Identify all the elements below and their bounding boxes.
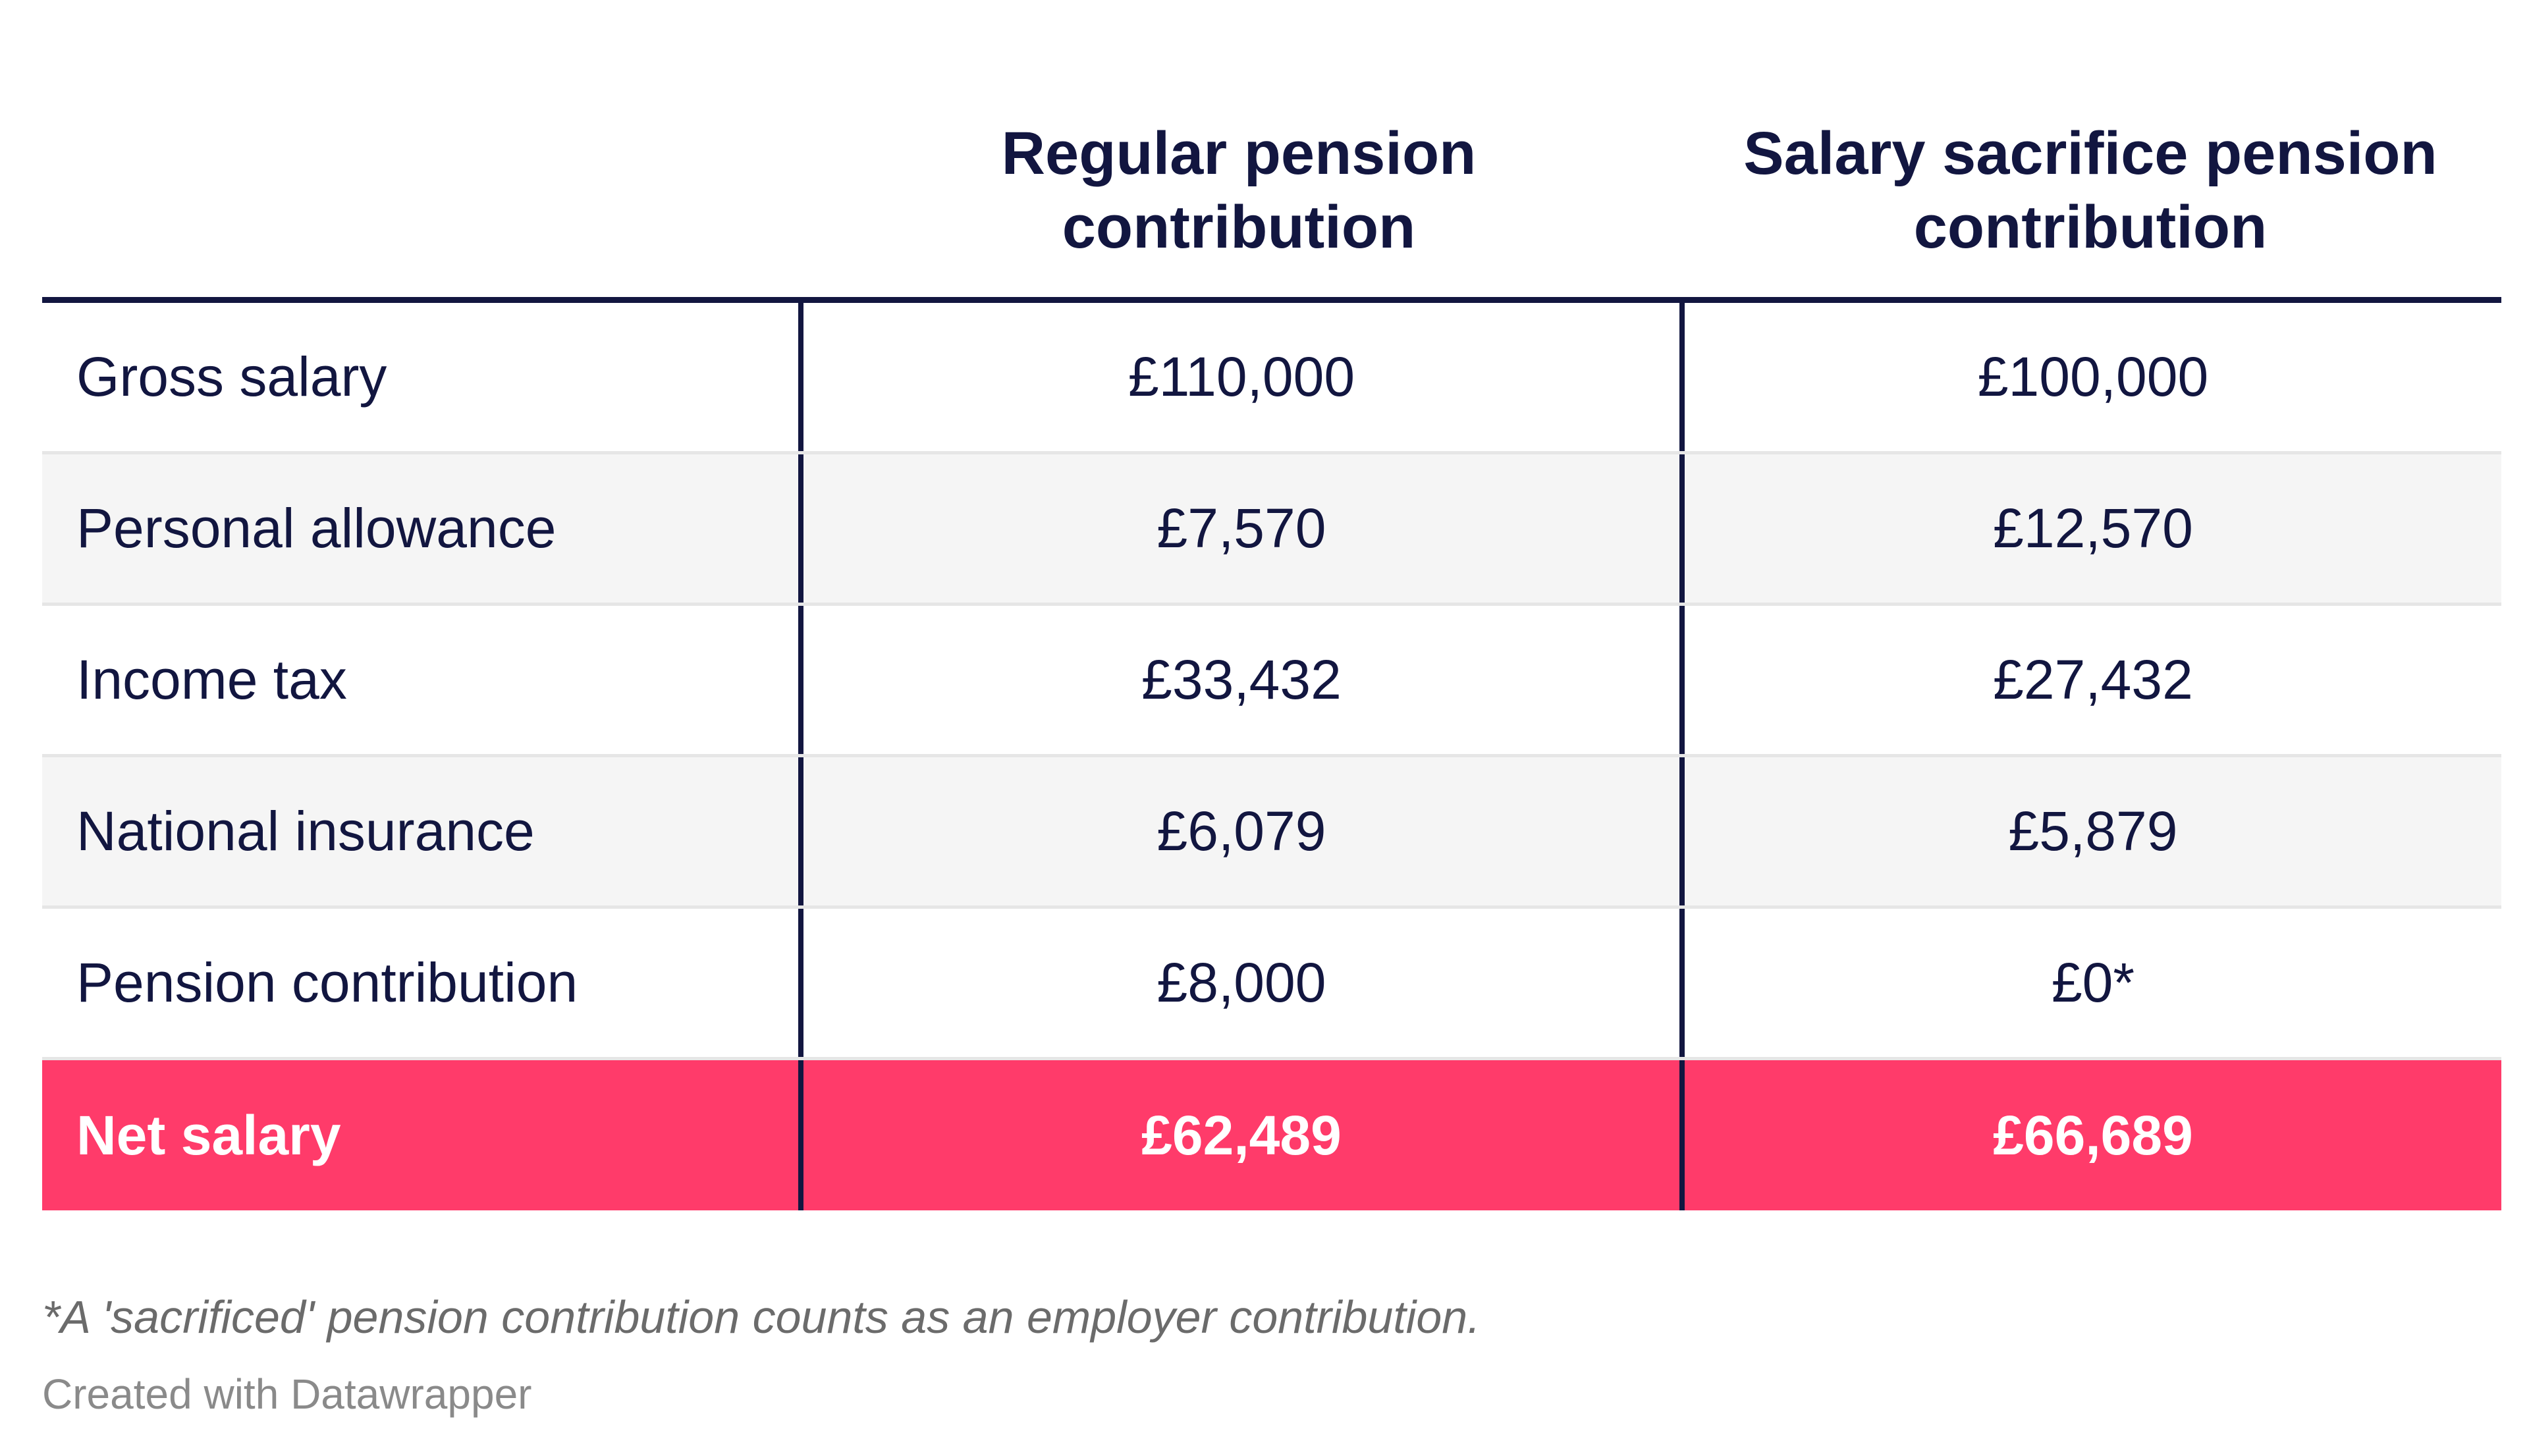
- table-row: Gross salary £110,000 £100,000: [42, 303, 2501, 454]
- regular-value: £62,489: [798, 1060, 1679, 1210]
- regular-value: £33,432: [798, 606, 1679, 754]
- row-label: Gross salary: [76, 346, 387, 408]
- regular-value: £110,000: [798, 303, 1679, 451]
- net-salary-row: Net salary £62,489 £66,689: [42, 1060, 2501, 1210]
- table-header: Regular pension contribution Salary sacr…: [42, 105, 2501, 303]
- footnote: *A 'sacrificed' pension contribution cou…: [42, 1291, 1481, 1343]
- header-regular-pension: Regular pension contribution: [1001, 119, 1477, 261]
- regular-value: £6,079: [798, 757, 1679, 905]
- row-label: Net salary: [76, 1104, 341, 1166]
- table-row: Personal allowance £7,570 £12,570: [42, 454, 2501, 606]
- sacrifice-value: £12,570: [1679, 454, 2501, 603]
- header-label-column: [42, 105, 798, 297]
- header-salary-sacrifice: Salary sacrifice pension contribution: [1743, 119, 2437, 261]
- table-body: Gross salary £110,000 £100,000 Personal …: [42, 303, 2501, 1210]
- row-label: Income tax: [76, 649, 347, 711]
- row-label: National insurance: [76, 800, 535, 862]
- sacrifice-value: £5,879: [1679, 757, 2501, 905]
- table-row: National insurance £6,079 £5,879: [42, 757, 2501, 909]
- sacrifice-value: £66,689: [1679, 1060, 2501, 1210]
- row-label: Pension contribution: [76, 952, 578, 1013]
- sacrifice-value: £0*: [1679, 909, 2501, 1057]
- regular-value: £7,570: [798, 454, 1679, 603]
- comparison-table: Regular pension contribution Salary sacr…: [42, 105, 2501, 1210]
- table-row: Pension contribution £8,000 £0*: [42, 909, 2501, 1060]
- sacrifice-value: £27,432: [1679, 606, 2501, 754]
- regular-value: £8,000: [798, 909, 1679, 1057]
- datawrapper-credit: Created with Datawrapper: [42, 1370, 532, 1418]
- sacrifice-value: £100,000: [1679, 303, 2501, 451]
- row-label: Personal allowance: [76, 497, 557, 559]
- table-row: Income tax £33,432 £27,432: [42, 606, 2501, 757]
